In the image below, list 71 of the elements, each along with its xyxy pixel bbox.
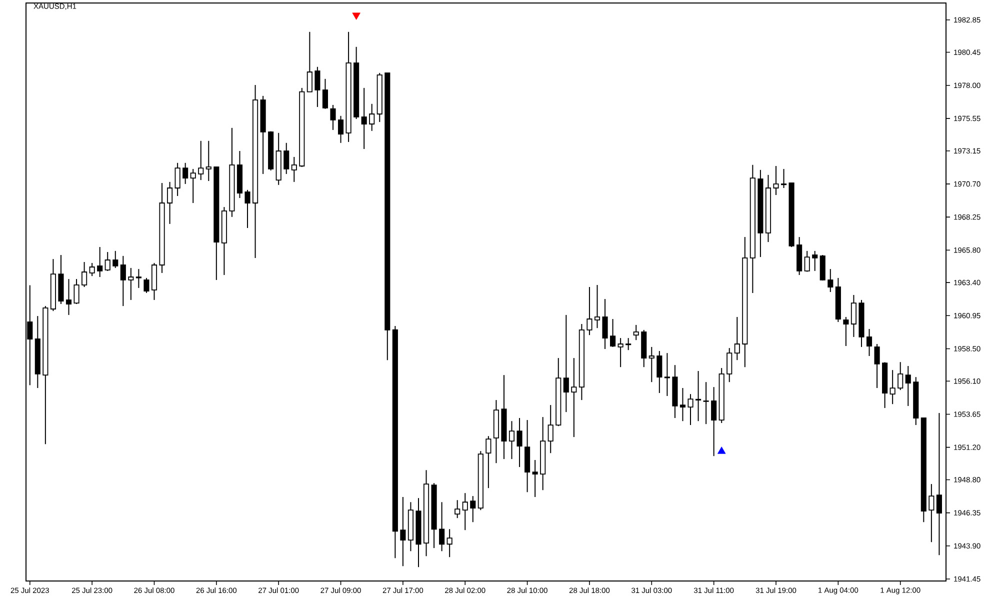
candlestick [454, 500, 460, 519]
candlestick [167, 181, 173, 224]
candlestick [843, 316, 849, 347]
candlestick [508, 420, 515, 460]
candlestick [486, 436, 492, 489]
candlestick [136, 268, 142, 288]
candlestick [291, 156, 297, 182]
candlestick [696, 370, 702, 422]
candlestick [144, 277, 150, 294]
candlestick [548, 404, 554, 454]
candlestick [680, 388, 686, 422]
candlestick [703, 382, 709, 425]
candlestick [306, 31, 312, 92]
candlestick [284, 142, 290, 174]
candlestick [322, 78, 328, 110]
candlestick [174, 162, 180, 196]
candlestick [688, 394, 694, 426]
candlestick [773, 165, 779, 196]
candlestick [804, 250, 810, 272]
candlestick [120, 255, 126, 307]
candlestick [330, 104, 336, 130]
candlestick [244, 189, 250, 228]
candlestick [726, 348, 732, 383]
candlestick [890, 370, 896, 405]
candlestick [369, 103, 375, 132]
candlestick [734, 316, 740, 361]
candlestick [656, 350, 662, 394]
candlestick [516, 417, 522, 468]
candlestick [618, 338, 624, 368]
candlestick [850, 294, 856, 338]
candlestick [563, 314, 569, 413]
candlestick [361, 87, 367, 150]
candlestick [648, 346, 654, 383]
candlestick [610, 318, 616, 348]
candlestick [446, 528, 452, 558]
candlestick [314, 66, 320, 108]
candlestick [128, 267, 134, 300]
candlestick [338, 115, 344, 144]
candlestick [74, 278, 80, 305]
candlestick [462, 492, 468, 531]
candlestick [866, 328, 872, 357]
candlestick [198, 140, 204, 181]
candlestick [66, 278, 72, 316]
candlestick [828, 268, 834, 292]
candlestick [633, 324, 639, 341]
candlestick [190, 168, 196, 204]
candlestick [928, 484, 934, 543]
candlestick [112, 250, 118, 268]
candlestick [905, 366, 911, 406]
candlestick [594, 284, 600, 329]
candlestick [97, 246, 103, 278]
candlestick [780, 168, 787, 189]
candlestick [571, 358, 577, 438]
candlestick [812, 250, 818, 272]
candlestick [89, 262, 95, 277]
candlestick [182, 162, 188, 184]
candlestick [532, 459, 538, 498]
candlestick [439, 502, 445, 552]
candlestick [470, 496, 476, 523]
candlestick [586, 286, 592, 336]
candlestick [664, 352, 670, 396]
candlestick [206, 140, 212, 182]
candlestick [626, 338, 632, 351]
candlestick [898, 362, 904, 391]
candlestick [602, 298, 608, 350]
candlestick [711, 386, 717, 457]
candlestick [82, 262, 88, 288]
candlestick [400, 496, 406, 567]
candlestick [104, 252, 110, 272]
candlestick [874, 343, 880, 389]
candlestick [936, 412, 942, 556]
